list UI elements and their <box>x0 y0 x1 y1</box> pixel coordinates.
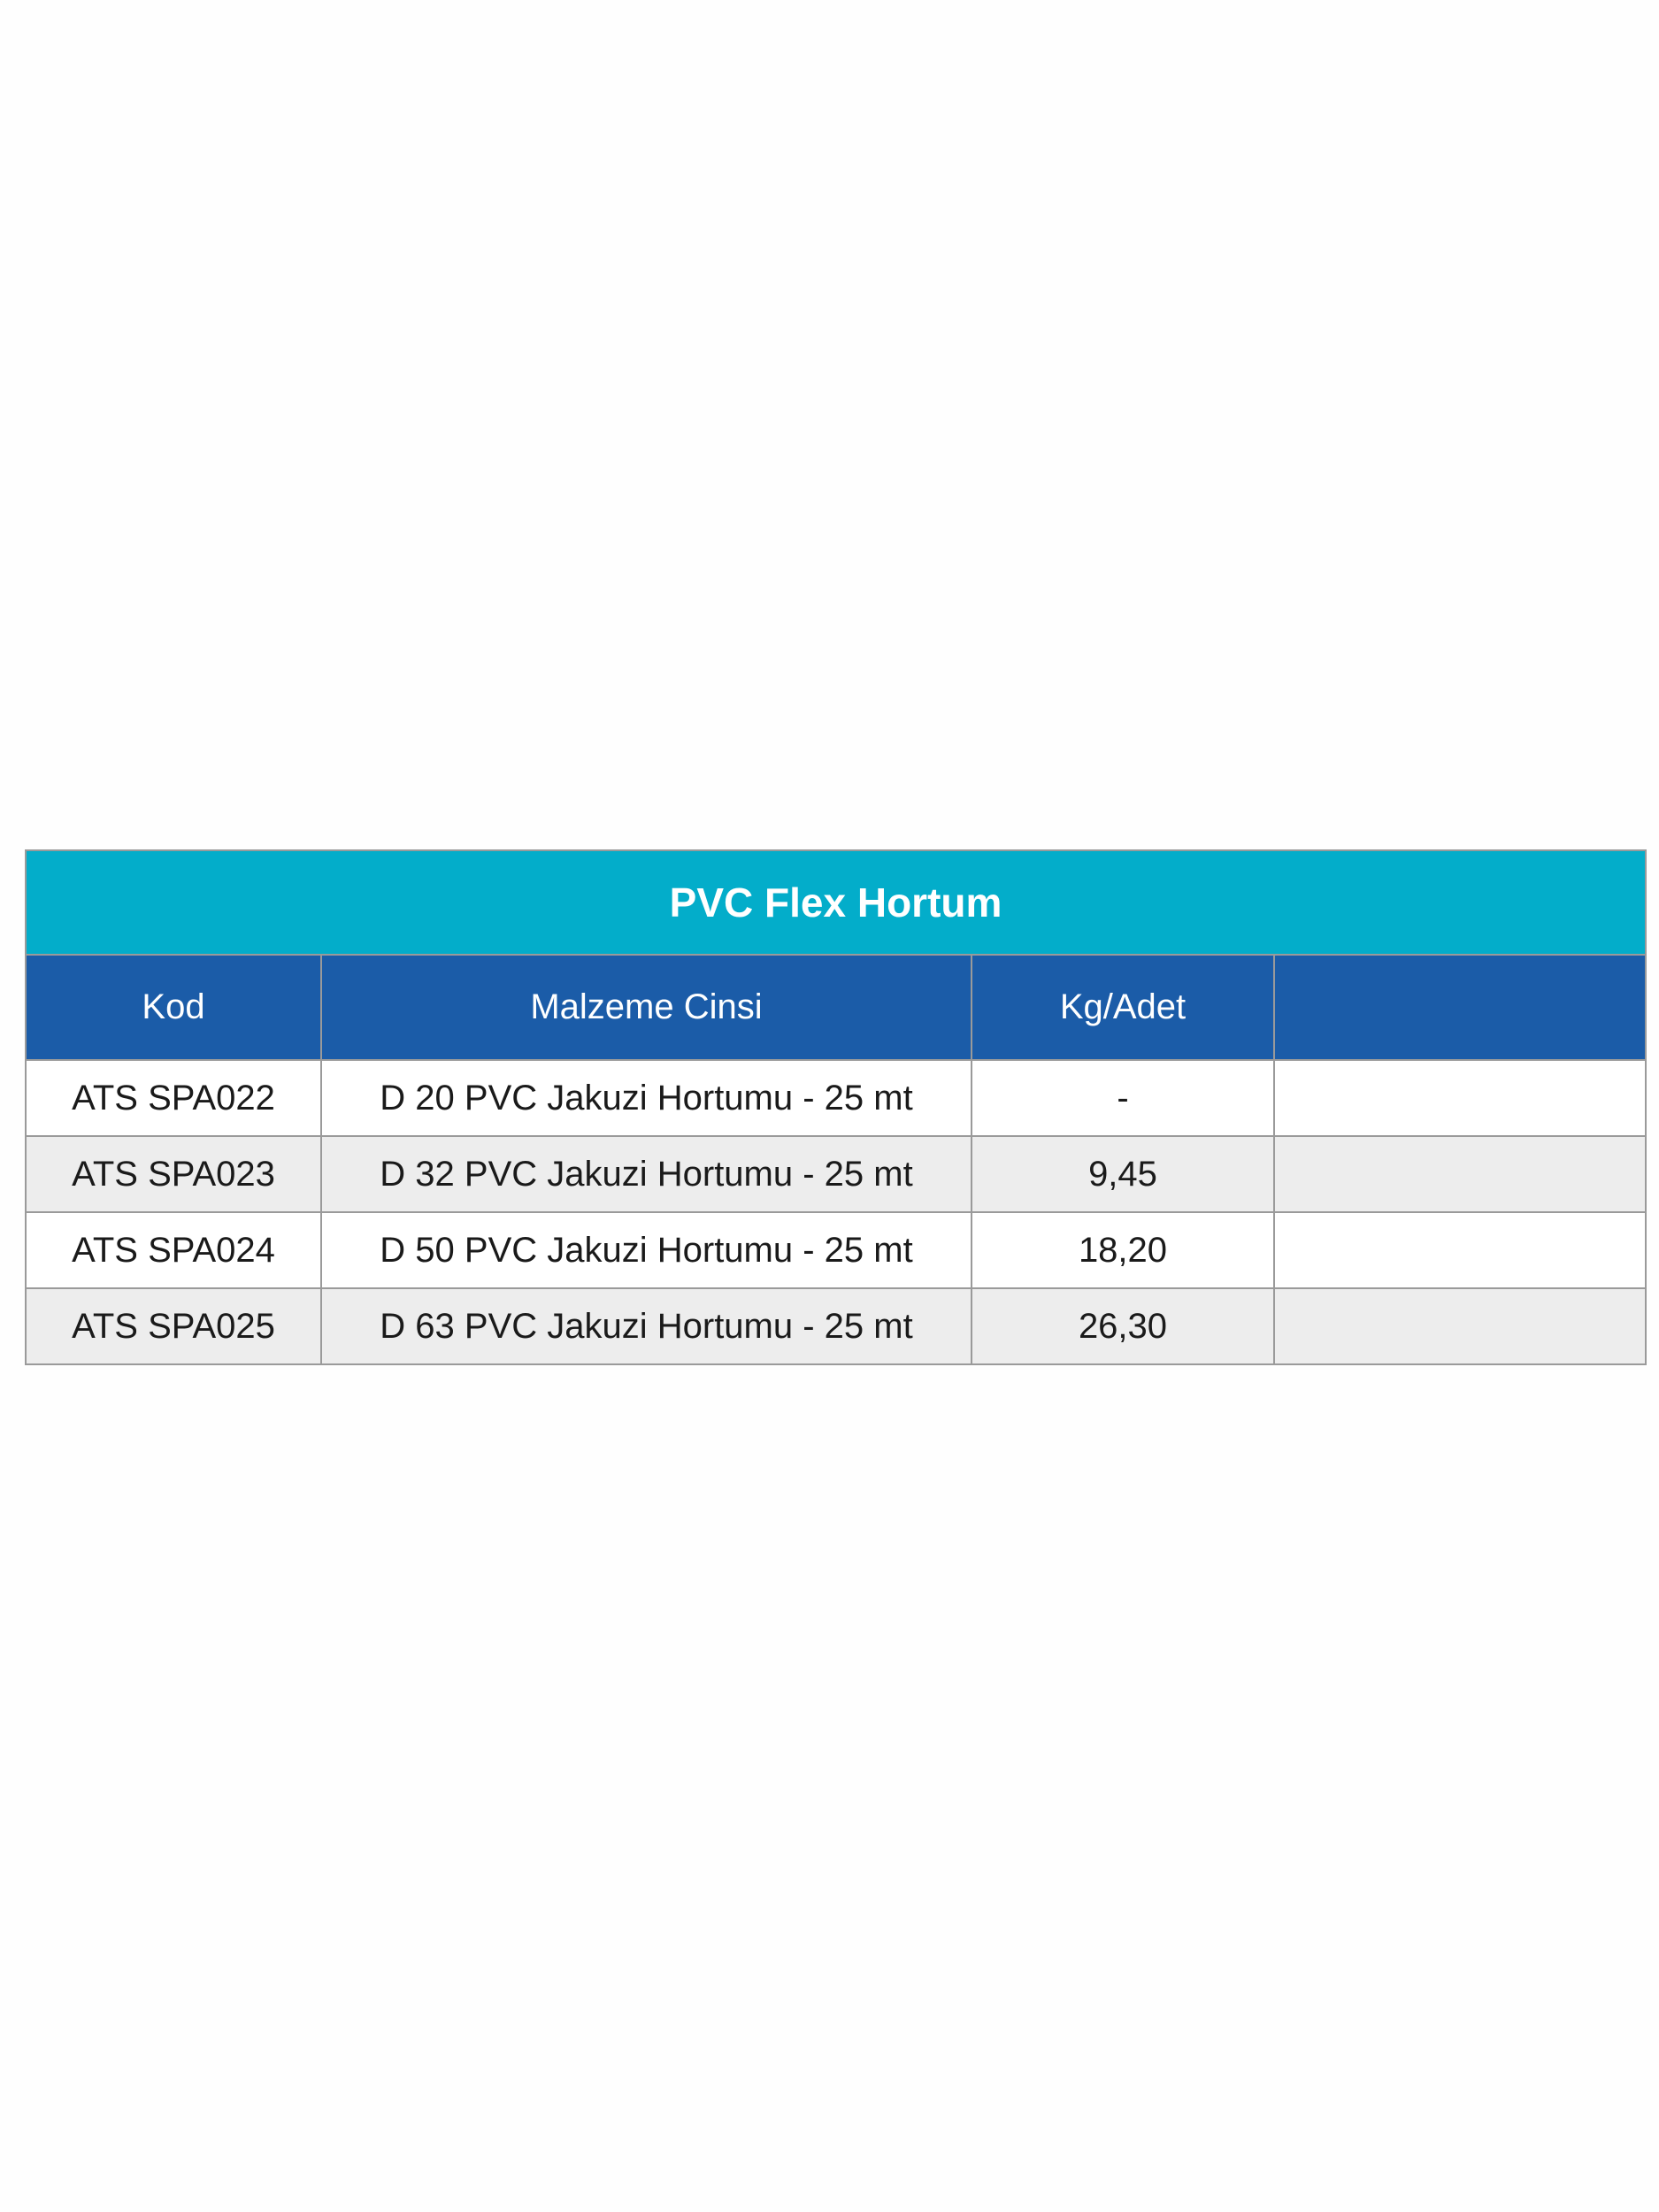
table-row: ATS SPA025 D 63 PVC Jakuzi Hortumu - 25 … <box>25 1287 1647 1365</box>
cell-malzeme: D 32 PVC Jakuzi Hortumu - 25 mt <box>320 1135 972 1213</box>
cell-malzeme: D 20 PVC Jakuzi Hortumu - 25 mt <box>320 1059 972 1137</box>
cell-kod: ATS SPA024 <box>25 1211 322 1289</box>
column-header-malzeme-cinsi: Malzeme Cinsi <box>320 954 972 1061</box>
cell-kg: 18,20 <box>971 1211 1275 1289</box>
cell-empty <box>1272 1135 1647 1213</box>
cell-kod: ATS SPA023 <box>25 1135 322 1213</box>
column-header-kg-adet: Kg/Adet <box>971 954 1275 1061</box>
cell-kod: ATS SPA025 <box>25 1287 322 1365</box>
table-title: PVC Flex Hortum <box>24 849 1647 956</box>
table-row: ATS SPA022 D 20 PVC Jakuzi Hortumu - 25 … <box>25 1059 1647 1137</box>
cell-empty <box>1272 1059 1647 1137</box>
cell-kg: - <box>971 1059 1275 1137</box>
cell-empty <box>1272 1287 1647 1365</box>
cell-malzeme: D 63 PVC Jakuzi Hortumu - 25 mt <box>320 1287 972 1365</box>
cell-kod: ATS SPA022 <box>25 1059 322 1137</box>
cell-empty <box>1272 1211 1647 1289</box>
column-header-kod: Kod <box>25 954 322 1061</box>
table-row: ATS SPA023 D 32 PVC Jakuzi Hortumu - 25 … <box>25 1135 1647 1213</box>
cell-malzeme: D 50 PVC Jakuzi Hortumu - 25 mt <box>320 1211 972 1289</box>
cell-kg: 9,45 <box>971 1135 1275 1213</box>
product-table: PVC Flex Hortum Kod Malzeme Cinsi Kg/Ade… <box>24 849 1647 1365</box>
column-header-empty <box>1272 954 1647 1061</box>
cell-kg: 26,30 <box>971 1287 1275 1365</box>
table-row: ATS SPA024 D 50 PVC Jakuzi Hortumu - 25 … <box>25 1211 1647 1289</box>
